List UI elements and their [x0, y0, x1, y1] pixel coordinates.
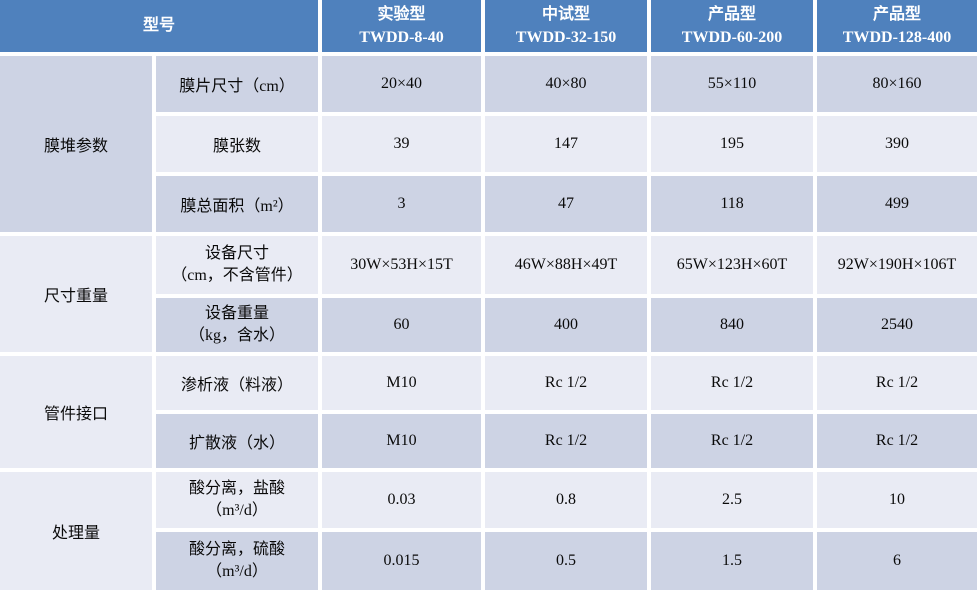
spec-cell: 3: [322, 176, 482, 232]
column-type: 产品型: [708, 5, 757, 23]
spec-cell: 0.8: [485, 472, 648, 528]
column-model: TWDD-60-200: [681, 29, 783, 46]
row-label: 设备重量 （kg，含水）: [156, 298, 319, 352]
table-row: 尺寸重量 设备尺寸 （cm，不含管件） 30W×53H×15T 46W×88H×…: [0, 236, 977, 352]
spec-cell: 0.5: [485, 532, 648, 590]
spec-cell: 39: [322, 116, 482, 172]
spec-cell: Rc 1/2: [485, 414, 648, 468]
spec-cell: 40×80: [485, 56, 648, 112]
row-label: 膜张数: [156, 116, 319, 172]
column-model: TWDD-128-400: [842, 29, 952, 46]
spec-cell: 2540: [817, 298, 977, 352]
column-header-experimental: 实验型 TWDD-8-40: [322, 0, 482, 52]
table-row: 酸分离，硫酸 （m³/d） 0.015 0.5 1.5 6: [0, 532, 977, 590]
spec-cell: 6: [817, 532, 977, 590]
table-row: 膜总面积（m²） 3 47 118 499: [0, 176, 977, 232]
header-model-label: 型号: [0, 0, 319, 52]
spec-cell: 400: [485, 298, 648, 352]
spec-cell: 47: [485, 176, 648, 232]
spec-cell: 1.5: [651, 532, 814, 590]
table-row: 管件接口 渗析液（料液） M10 Rc 1/2 Rc 1/2 Rc 1/2: [0, 356, 977, 468]
spec-cell: 55×110: [651, 56, 814, 112]
spec-cell: Rc 1/2: [817, 356, 977, 410]
spec-cell: 0.03: [322, 472, 482, 528]
spec-cell: Rc 1/2: [651, 356, 814, 410]
spec-cell: 20×40: [322, 56, 482, 112]
spec-cell: 60: [322, 298, 482, 352]
column-model: TWDD-8-40: [359, 29, 444, 46]
row-label: 渗析液（料液）: [156, 356, 319, 410]
spec-cell: 2.5: [651, 472, 814, 528]
table-row: 处理量 酸分离，盐酸 （m³/d） 0.03 0.8 2.5 10: [0, 472, 977, 590]
spec-cell: 499: [817, 176, 977, 232]
spec-cell: 30W×53H×15T: [322, 236, 482, 294]
column-type: 实验型: [377, 5, 426, 23]
spec-cell: 92W×190H×106T: [817, 236, 977, 294]
spec-cell: Rc 1/2: [485, 356, 648, 410]
group-label-membrane-stack: 膜堆参数: [0, 56, 152, 232]
spec-cell: 10: [817, 472, 977, 528]
spec-cell: 80×160: [817, 56, 977, 112]
spec-cell: 195: [651, 116, 814, 172]
spec-cell: 390: [817, 116, 977, 172]
spec-cell: Rc 1/2: [651, 414, 814, 468]
table-row: 膜张数 39 147 195 390: [0, 116, 977, 172]
column-type: 中试型: [542, 5, 591, 23]
column-model: TWDD-32-150: [515, 29, 617, 46]
column-type: 产品型: [873, 5, 922, 23]
row-label: 酸分离，盐酸 （m³/d）: [156, 472, 319, 528]
row-label: 扩散液（水）: [156, 414, 319, 468]
row-label: 膜总面积（m²）: [156, 176, 319, 232]
spec-cell: 0.015: [322, 532, 482, 590]
spec-cell: 46W×88H×49T: [485, 236, 648, 294]
spec-cell: 147: [485, 116, 648, 172]
row-label: 膜片尺寸（cm）: [156, 56, 319, 112]
column-header-product-2: 产品型 TWDD-128-400: [817, 0, 977, 52]
spec-cell: M10: [322, 356, 482, 410]
row-label: 设备尺寸 （cm，不含管件）: [156, 236, 319, 294]
spec-cell: M10: [322, 414, 482, 468]
table-row: 设备重量 （kg，含水） 60 400 840 2540: [0, 298, 977, 352]
spec-cell: 840: [651, 298, 814, 352]
table-row: 扩散液（水） M10 Rc 1/2 Rc 1/2 Rc 1/2: [0, 414, 977, 468]
column-header-pilot: 中试型 TWDD-32-150: [485, 0, 648, 52]
table-row: 膜堆参数 膜片尺寸（cm） 20×40 40×80 55×110 80×160: [0, 56, 977, 232]
group-label-size-weight: 尺寸重量: [0, 236, 152, 352]
group-label-pipe-fittings: 管件接口: [0, 356, 152, 468]
spec-cell: 118: [651, 176, 814, 232]
row-label: 酸分离，硫酸 （m³/d）: [156, 532, 319, 590]
column-header-product-1: 产品型 TWDD-60-200: [651, 0, 814, 52]
spec-cell: Rc 1/2: [817, 414, 977, 468]
group-label-throughput: 处理量: [0, 472, 152, 590]
spec-cell: 65W×123H×60T: [651, 236, 814, 294]
